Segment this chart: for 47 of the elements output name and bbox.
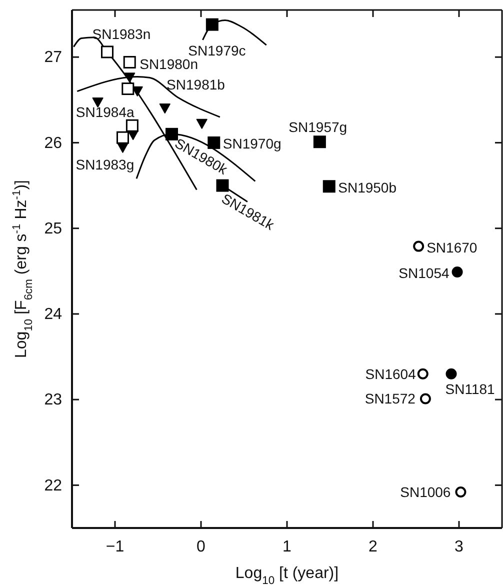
y-tick-label: 26 [44, 134, 62, 152]
point [452, 266, 463, 278]
annotation: SN1670 [426, 239, 478, 256]
point [116, 131, 129, 144]
point [322, 180, 336, 193]
point [216, 179, 229, 192]
point [196, 118, 208, 129]
y-tick-label: 23 [44, 392, 62, 409]
point [417, 368, 428, 380]
point [122, 82, 134, 96]
point [126, 119, 138, 132]
annotation: SN1181 [445, 380, 496, 397]
line-series [202, 20, 268, 46]
annotation: SN1980n [140, 56, 198, 72]
y-tick-label: 27 [44, 49, 62, 66]
x-tick-label: 3 [454, 538, 464, 556]
point [413, 240, 424, 252]
point [124, 72, 136, 83]
annotation: SN1979c [188, 42, 246, 59]
point [101, 46, 114, 58]
x-tick-label: 2 [368, 538, 378, 556]
y-tick-label: 22 [44, 477, 62, 494]
annotation: SN1981b [166, 76, 226, 93]
point [166, 128, 178, 140]
point [206, 18, 218, 31]
annotation: SN1572 [364, 390, 416, 407]
annotation: SN1984a [76, 104, 134, 120]
annotation: SN1983g [76, 156, 134, 173]
point [123, 56, 136, 68]
point [455, 486, 466, 498]
point [446, 368, 457, 380]
y-tick-label: 25 [44, 220, 62, 238]
annotation: SN1983n [92, 26, 151, 42]
x-tick-label: 0 [196, 538, 206, 556]
annotation: SN1957g [288, 118, 348, 135]
point [92, 97, 104, 108]
annotation: SN1006 [400, 484, 451, 500]
y-tick-label: 24 [44, 306, 62, 324]
point [420, 393, 431, 404]
point [313, 136, 326, 148]
annotation: SN1950b [338, 179, 397, 196]
x-axis-title: Log$_{10}$ [t (year)] [235, 565, 339, 586]
annotation: SN1604 [365, 366, 416, 382]
x-tick-label: 1 [282, 538, 292, 556]
point [159, 103, 170, 114]
annotation: SN1054 [398, 264, 450, 281]
x-tick-label: −1 [106, 538, 124, 556]
